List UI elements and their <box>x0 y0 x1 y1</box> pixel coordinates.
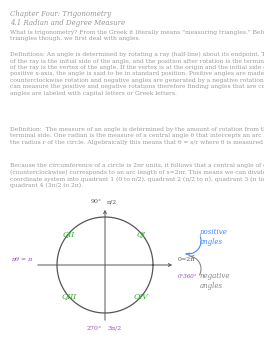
Text: Definition:  The measure of an angle is determined by the amount of rotation fro: Definition: The measure of an angle is d… <box>10 127 264 145</box>
Text: Because the circumference of a circle is 2πr units, it follows that a central an: Because the circumference of a circle is… <box>10 163 264 188</box>
Text: 0°360°: 0°360° <box>178 274 197 279</box>
Text: 0=2π: 0=2π <box>178 257 195 262</box>
Text: positive
angles: positive angles <box>200 228 228 246</box>
Text: QIV: QIV <box>134 292 148 300</box>
Text: 3π/2: 3π/2 <box>107 326 121 331</box>
Text: 270°: 270° <box>87 326 102 331</box>
Text: QIII: QIII <box>61 292 77 300</box>
Text: Definitions: An angle is determined by rotating a ray (half-line) about its endp: Definitions: An angle is determined by r… <box>10 52 264 96</box>
Text: π/2: π/2 <box>107 199 117 204</box>
Text: QII: QII <box>63 230 75 238</box>
Text: 4.1 Radian and Degree Measure: 4.1 Radian and Degree Measure <box>10 19 125 27</box>
Text: Chapter Four: Trigonometry: Chapter Four: Trigonometry <box>10 10 111 18</box>
Text: QI: QI <box>136 230 146 238</box>
Text: What is trigonometry? From the Greek it literally means "measuring triangles." B: What is trigonometry? From the Greek it … <box>10 30 264 41</box>
Text: negative
angles: negative angles <box>200 272 230 290</box>
Text: πθ = π: πθ = π <box>11 257 32 262</box>
Text: 90°: 90° <box>91 199 102 204</box>
